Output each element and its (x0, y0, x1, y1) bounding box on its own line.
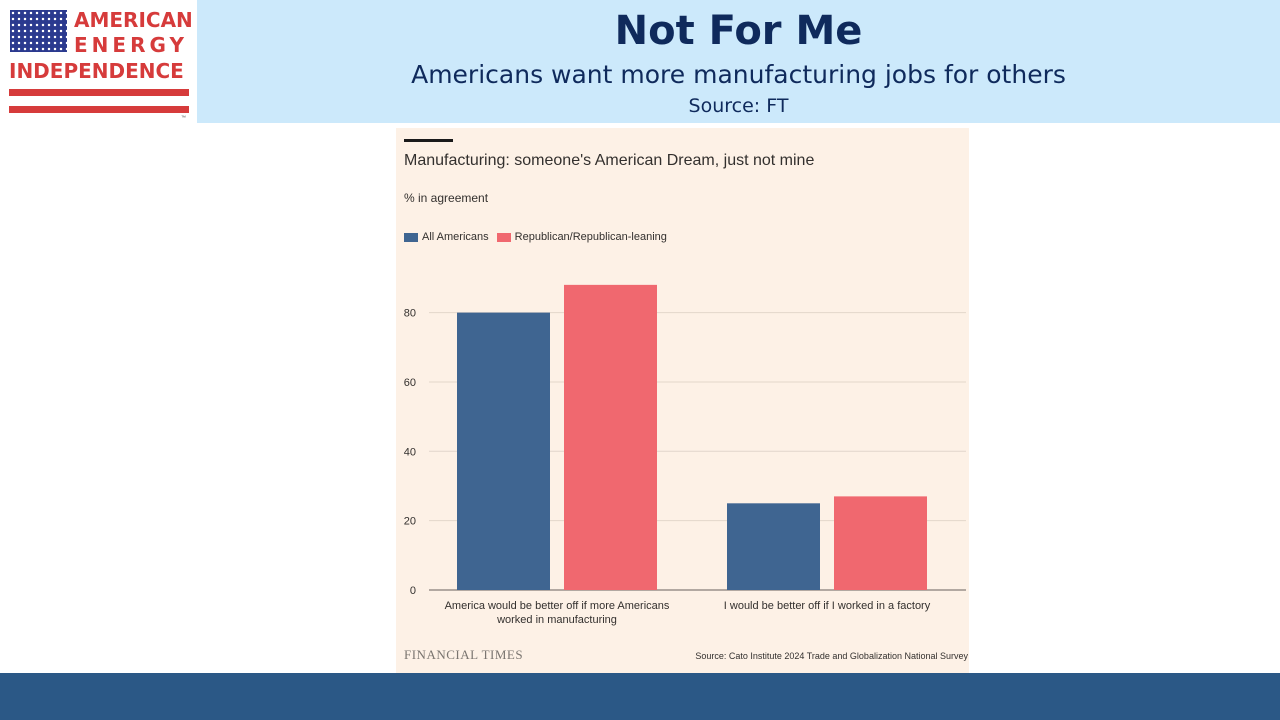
logo-line-1: AMERICAN (74, 8, 193, 32)
logo-stripe (9, 89, 189, 96)
unit-label: % in agreement (404, 191, 489, 205)
legend-label-republican: Republican/Republican-leaning (514, 231, 667, 243)
chart-legend: All Americans Republican/Republican-lean… (404, 231, 667, 243)
chart-title: Manufacturing: someone's American Dream,… (404, 152, 815, 169)
logo: AMERICAN ENERGY INDEPENDENCE ™ (0, 0, 197, 123)
x-category-label: worked in manufacturing (496, 614, 617, 626)
panel-rule (404, 139, 453, 142)
logo-line-3: INDEPENDENCE (9, 59, 184, 83)
ft-brand: FINANCIAL TIMES (404, 647, 524, 662)
footer-bar (0, 673, 1280, 720)
page-title: Not For Me (614, 8, 863, 54)
bar-republican (564, 284, 657, 590)
y-tick-label: 60 (404, 377, 416, 389)
y-tick-label: 80 (404, 308, 416, 320)
legend-swatch-republican (496, 232, 511, 242)
page-source: Source: FT (688, 95, 789, 117)
chart-panel: Manufacturing: someone's American Dream,… (396, 128, 969, 673)
logo-line-2: ENERGY (74, 33, 188, 57)
y-tick-label: 20 (404, 516, 416, 528)
legend-swatch-all-americans (404, 232, 418, 242)
bar-all-americans (457, 312, 550, 590)
logo-stripe (9, 106, 189, 113)
bar-all-americans (727, 503, 820, 590)
x-category-label: America would be better off if more Amer… (445, 600, 670, 612)
page-subtitle: Americans want more manufacturing jobs f… (411, 60, 1066, 89)
header-banner: Not For Me Americans want more manufactu… (197, 0, 1280, 123)
y-tick-label: 0 (410, 585, 416, 597)
trademark-mark: ™ (181, 115, 186, 121)
chart-source: Source: Cato Institute 2024 Trade and Gl… (695, 651, 968, 661)
legend-label-all-americans: All Americans (422, 231, 489, 243)
legend-item-all-americans: All Americans (404, 231, 489, 243)
x-category-label: I would be better off if I worked in a f… (724, 600, 931, 612)
y-tick-label: 40 (404, 446, 416, 458)
us-flag-icon (10, 10, 67, 52)
bar-chart: 0 20 40 60 80 America would be better off if … (404, 284, 966, 626)
bar-republican (834, 496, 927, 590)
legend-item-republican: Republican/Republican-leaning (496, 231, 667, 243)
